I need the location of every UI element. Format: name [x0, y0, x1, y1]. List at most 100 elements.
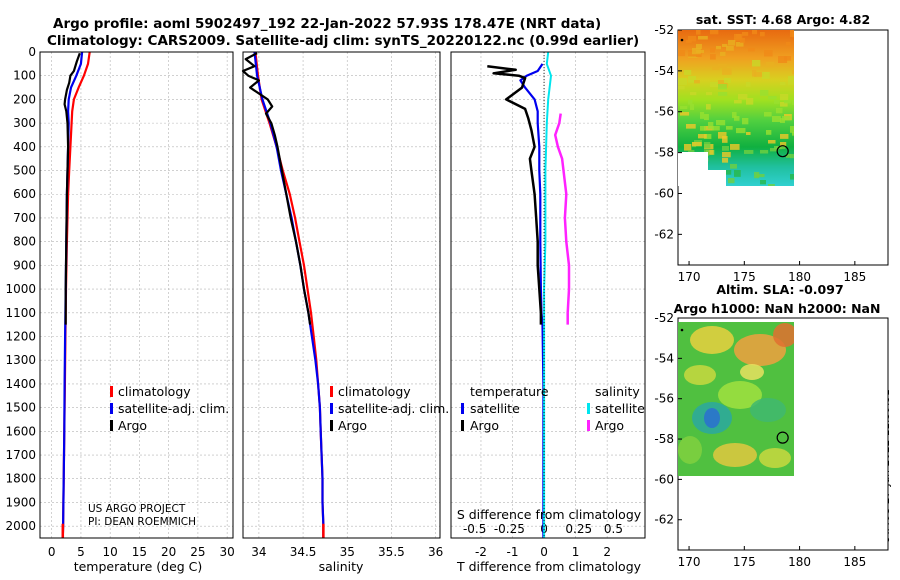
sst-pixel [722, 68, 732, 75]
map-y-tick-label: -58 [654, 146, 674, 160]
sst-pixel [792, 70, 794, 75]
s-difference-tick-label: 0.5 [604, 522, 623, 536]
legend-label-t-satellite: satellite [470, 401, 520, 416]
legend-swatch-t-argo [461, 420, 464, 431]
map-x-tick-label: 170 [678, 270, 701, 284]
sst-pixel [760, 32, 765, 37]
legend-swatch-t-satellite [461, 403, 464, 414]
x-tick-label: 2 [603, 545, 611, 559]
x-tick-label: 10 [103, 545, 118, 559]
sst-pixel [710, 54, 716, 60]
sst-pixel [732, 112, 737, 118]
sst-pixel [708, 122, 714, 129]
sst-pixel [746, 132, 751, 136]
legend-label-climatology: climatology [118, 384, 191, 399]
sst-pixel [718, 64, 727, 68]
sst-pixel [684, 70, 692, 76]
depth-tick-label: 1500 [5, 401, 36, 415]
sst-pixel [718, 92, 728, 96]
sst-pixel [734, 100, 742, 104]
sla-anomaly-blob [759, 448, 791, 468]
sst-pixel [790, 126, 794, 133]
series-line-salinity-argo [553, 113, 571, 325]
depth-tick-label: 1400 [5, 377, 36, 391]
plot-frame [39, 51, 234, 539]
sst-pixel [780, 94, 789, 101]
title-line-2: Climatology: CARS2009. Satellite-adj cli… [47, 33, 639, 49]
sst-map-title: sat. SST: 4.68 Argo: 4.82 [696, 12, 870, 27]
x-tick-label: 5 [77, 545, 85, 559]
x-tick-label: 20 [161, 545, 176, 559]
sst-pixel [764, 50, 773, 57]
sst-pixel [780, 102, 788, 107]
series-line-temperature-argo [487, 64, 543, 325]
sst-pixel [784, 56, 792, 61]
depth-tick-label: 1300 [5, 353, 36, 367]
depth-tick-label: 700 [13, 211, 36, 225]
float-track-dot [680, 38, 684, 42]
legend-label-s-argo: Argo [595, 418, 624, 433]
map-y-tick-label: -62 [654, 513, 674, 527]
sla-anomaly-blob [713, 443, 757, 467]
x-tick-label: 34 [251, 545, 266, 559]
s-difference-tick-label: -0.25 [494, 522, 525, 536]
map-x-tick-label: 185 [843, 270, 866, 284]
depth-tick-label: 200 [13, 92, 36, 106]
sst-pixel [722, 136, 728, 143]
sst-pixel [792, 132, 794, 136]
sst-pixel [770, 148, 779, 152]
project-credit: US ARGO PROJECT [88, 503, 186, 515]
sst-pixel [696, 52, 702, 57]
sst-pixel [744, 150, 754, 154]
sst-pixel [722, 158, 729, 163]
sst-pixel [686, 124, 696, 129]
legend-title-salinity: salinity [595, 384, 640, 399]
title-line-1: Argo profile: aoml 5902497_192 22-Jan-20… [53, 16, 601, 32]
sst-pixel [730, 144, 740, 150]
x-tick-label: 35.5 [378, 545, 405, 559]
x-tick-label: 36 [428, 545, 443, 559]
depth-tick-label: 300 [13, 116, 36, 130]
series-line-argo [241, 52, 312, 325]
depth-tick-label: 100 [13, 69, 36, 83]
x-tick-label: 0 [48, 545, 56, 559]
sst-pixel [712, 126, 720, 131]
salinity-legend: climatology satellite-adj. clim. Argo [330, 384, 449, 433]
legend-swatch-argo [330, 420, 333, 431]
sla-anomaly-blob [773, 323, 794, 347]
legend-swatch-satellite [110, 403, 113, 414]
legend-label-argo: Argo [118, 418, 147, 433]
sst-pixel [746, 98, 754, 105]
sst-pixel [780, 118, 785, 123]
x-tick-label: 34.5 [290, 545, 317, 559]
sst-pixel [704, 142, 711, 149]
sla-anomaly-blob [750, 398, 786, 422]
sst-pixel [768, 96, 777, 100]
sst-pixel [776, 108, 783, 114]
sst-pixel [774, 100, 780, 104]
sst-pixel [756, 174, 765, 178]
sst-pixel [738, 94, 748, 100]
sst-pixel [752, 60, 761, 67]
sst-pixel [760, 90, 769, 96]
legend-swatch-argo [110, 420, 113, 431]
sst-land-patch [678, 152, 708, 186]
pi-credit: PI: DEAN ROEMMICH [88, 516, 196, 528]
sst-pixel [696, 30, 701, 35]
legend-swatch-s-satellite [587, 403, 590, 414]
sst-pixel [752, 70, 757, 77]
depth-tick-label: 1100 [5, 306, 36, 320]
sst-pixel [760, 180, 767, 185]
sla-map: 170 175 180 185 -52 -54 -56 -58 -60 -62 [654, 311, 889, 569]
depth-tick-label: 1900 [5, 495, 36, 509]
temperature-axis-label: temperature (deg C) [74, 559, 203, 574]
sst-pixel [678, 50, 686, 57]
sla-map-title: Altim. SLA: -0.097 [716, 282, 843, 297]
sst-pixel [716, 46, 722, 50]
sst-pixel [724, 78, 731, 84]
plot-frame [450, 51, 646, 539]
plot-area [451, 52, 645, 538]
sla-anomaly-blob [718, 381, 762, 409]
sst-pixel [698, 36, 708, 40]
